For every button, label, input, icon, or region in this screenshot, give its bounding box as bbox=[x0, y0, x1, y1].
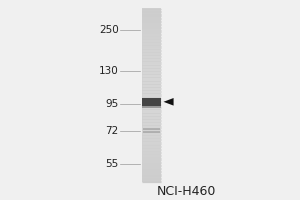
Text: 250: 250 bbox=[99, 25, 118, 35]
Bar bbox=[143, 131, 160, 133]
Text: 72: 72 bbox=[105, 126, 119, 136]
Bar bbox=[142, 106, 161, 108]
Bar bbox=[142, 101, 161, 104]
Bar bbox=[142, 8, 161, 182]
Text: 55: 55 bbox=[105, 159, 119, 169]
Bar bbox=[143, 128, 160, 130]
Text: NCI-H460: NCI-H460 bbox=[156, 185, 216, 198]
Bar bbox=[142, 98, 161, 106]
Text: 95: 95 bbox=[105, 99, 119, 109]
Bar bbox=[142, 106, 161, 108]
Bar bbox=[142, 100, 161, 102]
Text: 130: 130 bbox=[99, 66, 118, 76]
Polygon shape bbox=[164, 98, 174, 106]
